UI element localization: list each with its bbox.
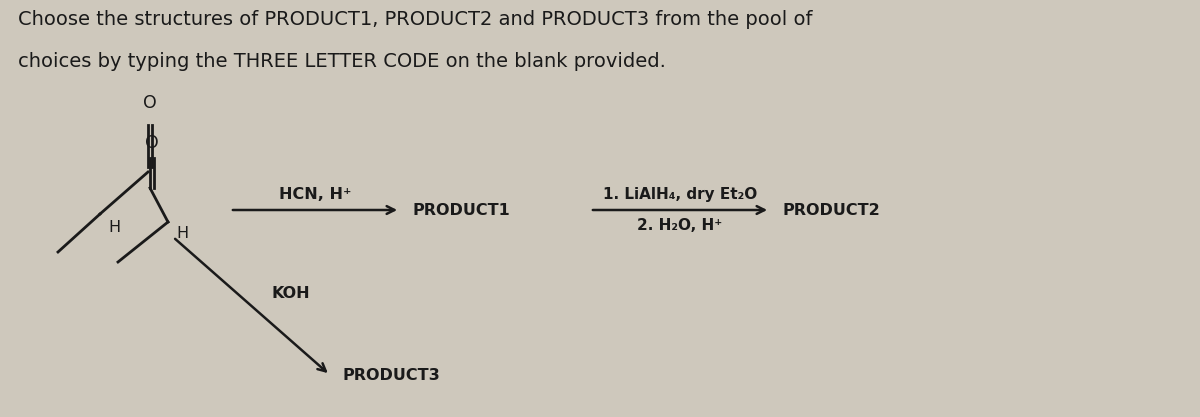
Text: HCN, H⁺: HCN, H⁺ (278, 187, 352, 202)
Text: O: O (145, 134, 158, 152)
Text: H: H (108, 220, 120, 235)
Text: 2. H₂O, H⁺: 2. H₂O, H⁺ (637, 218, 722, 233)
Text: H: H (176, 226, 188, 241)
Text: O: O (143, 94, 157, 112)
Text: PRODUCT1: PRODUCT1 (412, 203, 510, 218)
Text: KOH: KOH (271, 286, 310, 301)
Text: PRODUCT3: PRODUCT3 (342, 367, 439, 382)
Text: Choose the structures of PRODUCT1, PRODUCT2 and PRODUCT3 from the pool of: Choose the structures of PRODUCT1, PRODU… (18, 10, 812, 29)
Text: PRODUCT2: PRODUCT2 (782, 203, 880, 218)
Text: choices by typing the THREE LETTER CODE on the blank provided.: choices by typing the THREE LETTER CODE … (18, 52, 666, 71)
Text: 1. LiAlH₄, dry Et₂O: 1. LiAlH₄, dry Et₂O (602, 187, 757, 202)
